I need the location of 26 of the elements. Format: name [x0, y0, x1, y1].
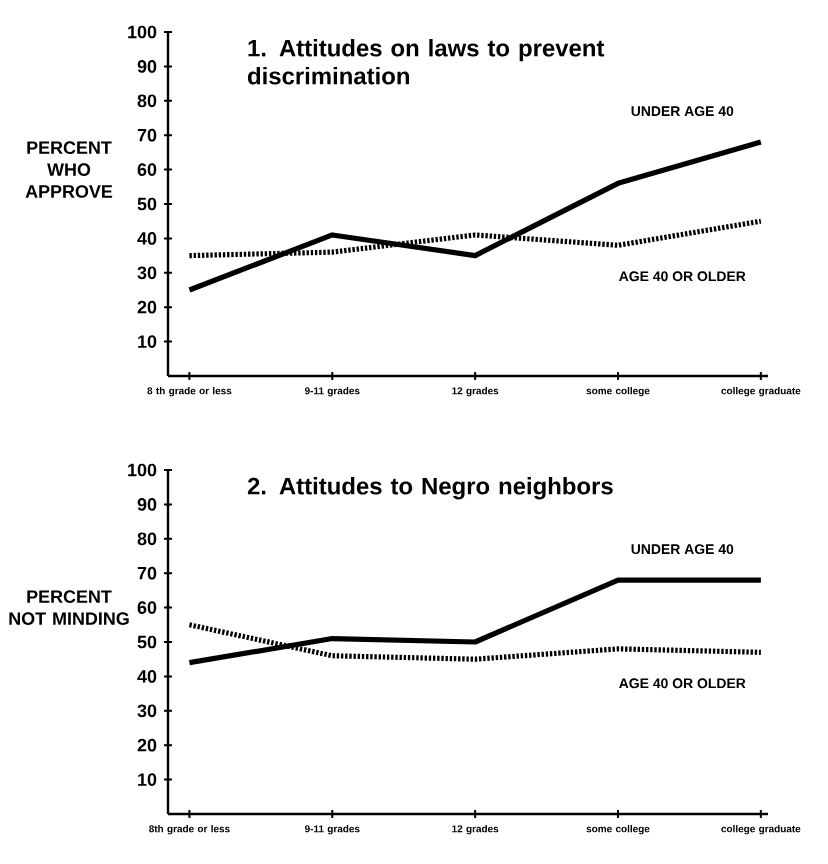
y-tick-label: 70	[137, 128, 157, 142]
y-tick-label: 40	[137, 232, 157, 245]
y-tick-label: 10	[138, 335, 157, 348]
y-axis-title: PERCENT WHO APPROVE	[25, 141, 113, 198]
y-tick-label: 60	[137, 163, 157, 176]
y-tick-label: 20	[137, 300, 157, 314]
y-tick-label: 30	[137, 704, 157, 718]
y-tick-label: 80	[137, 94, 157, 108]
line-series	[186, 577, 764, 666]
y-axis-title: PERCENT NOT MINDING	[9, 590, 129, 625]
text: 1. Attitudes on laws to prevent discrimination	[248, 39, 605, 85]
y-tick-label: 30	[137, 266, 157, 280]
y-tick-label: 40	[137, 670, 157, 683]
chart-title: 2. Attitudes to Negro neighbors	[247, 477, 613, 500]
y-tick-label: 100	[128, 25, 157, 39]
y-tick-label: 80	[137, 532, 157, 546]
y-tick-label: 20	[137, 738, 157, 752]
y-tick-label: 50	[137, 635, 157, 649]
y-tick-label: 90	[137, 498, 157, 511]
y-tick-label: 100	[128, 463, 157, 477]
y-tick-label: 10	[138, 773, 157, 786]
y-tick-label: 50	[137, 197, 157, 211]
line-series	[186, 139, 764, 293]
y-tick-label: 70	[137, 566, 157, 580]
y-tick-label: 60	[137, 601, 157, 614]
y-tick-label: 90	[137, 60, 157, 73]
